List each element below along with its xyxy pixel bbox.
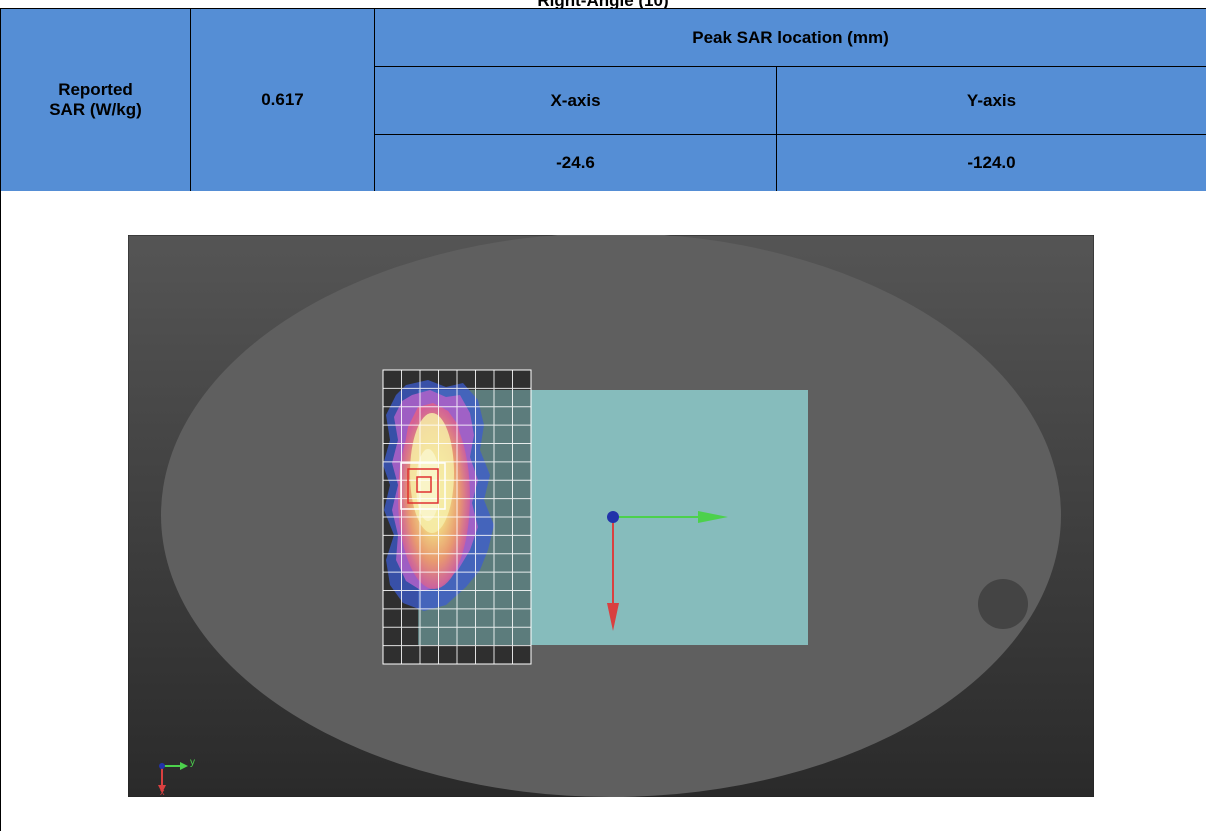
device-x-arrowhead: [607, 603, 619, 631]
phantom-marker: [978, 579, 1028, 629]
reported-sar-label: Reported SAR (W/kg): [0, 8, 191, 192]
reported-sar-value: 0.617: [190, 8, 375, 192]
device-y-arrowhead: [698, 511, 728, 523]
sar-results-table: Reported SAR (W/kg) 0.617 Peak SAR locat…: [0, 8, 1206, 192]
corner-axis-x-label: x: [160, 787, 165, 797]
y-axis-value: -124.0: [776, 134, 1206, 192]
page-title: Right-Angle (10): [537, 0, 669, 10]
x-axis-header: X-axis: [374, 66, 777, 135]
zoom-scan-outer: [400, 462, 446, 510]
device-origin: [607, 511, 619, 523]
zoom-scan-peak: [416, 476, 432, 493]
y-axis-header: Y-axis: [776, 66, 1206, 135]
corner-axis-y-label: y: [190, 757, 195, 768]
zoom-scan-mid: [407, 468, 439, 504]
x-axis-value: -24.6: [374, 134, 777, 192]
corner-axes: y x: [158, 757, 195, 797]
scan-grid-border: [382, 369, 532, 665]
peak-sar-location-header: Peak SAR location (mm): [374, 8, 1206, 67]
sar-scan-image: y x: [128, 235, 1094, 797]
scan-grid: [383, 370, 531, 664]
